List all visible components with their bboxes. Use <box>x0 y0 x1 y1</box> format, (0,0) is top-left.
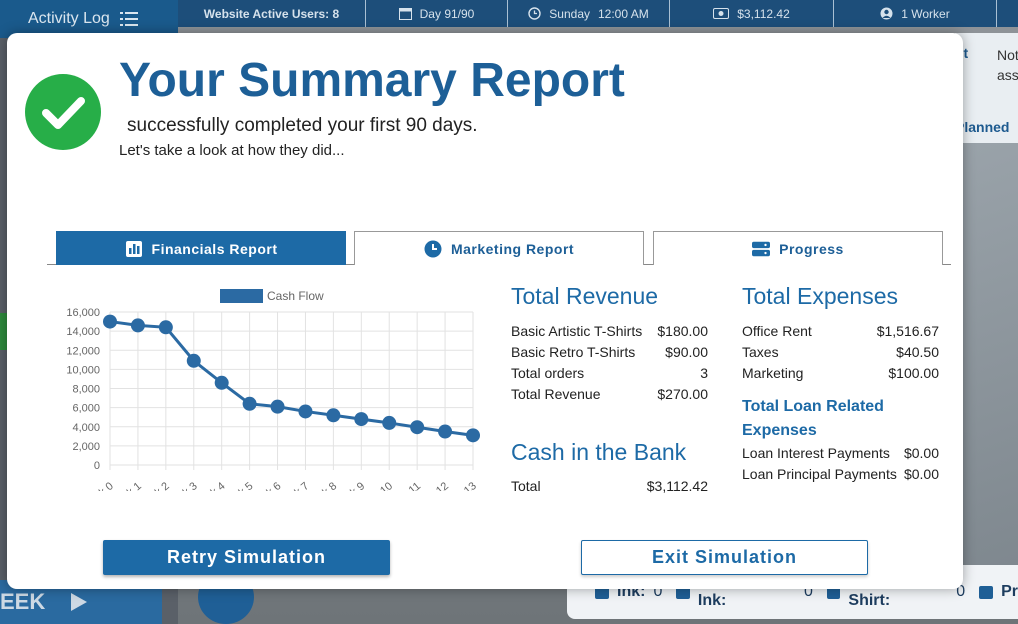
data-point <box>410 420 425 435</box>
calendar-icon <box>398 8 412 20</box>
revenue-row: Basic Artistic T-Shirts $180.00 <box>511 323 708 339</box>
cash-flow-chart: 0 2,000 4,000 6,000 8,000 10,000 12,000 14,000 1… <box>66 289 480 491</box>
data-point <box>298 404 313 419</box>
loan-row: Loan Principal Payments $0.00 <box>742 466 939 482</box>
tab-marketing-report[interactable]: Marketing Report <box>354 231 644 265</box>
y-tick-label: 16,000 <box>66 307 100 319</box>
workers-status: 1 Worker <box>834 0 997 27</box>
worker-icon <box>880 7 893 20</box>
cash-status: $3,112.42 <box>670 0 834 27</box>
bar-chart-icon <box>125 240 142 257</box>
clock-icon <box>528 7 541 20</box>
modal-title: Your Summary Report <box>119 54 625 107</box>
day-status: Day 91/90 <box>366 0 508 27</box>
x-tick-label: k 5 <box>237 480 256 491</box>
server-icon <box>752 241 771 256</box>
y-tick-label: 4,000 <box>72 422 100 434</box>
activity-log-label: Activity Log <box>28 10 110 27</box>
list-icon <box>119 12 138 26</box>
status-bar: Website Active Users: 8 Day 91/90 Sunday… <box>178 0 1018 27</box>
y-tick-label: 6,000 <box>72 403 100 415</box>
inventory-item: Pr <box>979 583 1018 601</box>
x-tick-label: k 13 <box>455 480 479 491</box>
total-expenses-heading: Total Expenses <box>742 283 898 309</box>
data-point <box>270 399 285 414</box>
data-point <box>130 318 145 333</box>
x-tick-label: k 1 <box>125 480 144 491</box>
x-tick-label: k 3 <box>181 480 200 491</box>
data-point <box>242 396 257 411</box>
cash-in-bank-heading: Cash in the Bank <box>511 439 687 465</box>
x-tick-label: k 0 <box>97 480 116 491</box>
modal-intro: Let's take a look at how they did... <box>119 142 345 159</box>
retry-simulation-button[interactable]: Retry Simulation <box>103 540 390 575</box>
loan-expenses-heading: Total Loan Related Expenses <box>742 398 884 439</box>
money-icon <box>713 8 730 19</box>
data-point <box>158 320 173 335</box>
website-users-status: Website Active Users: 8 <box>178 0 366 27</box>
y-tick-label: 14,000 <box>66 326 100 338</box>
tab-financials-report[interactable]: Financials Report <box>56 231 346 265</box>
y-tick-label: 10,000 <box>66 364 100 376</box>
revenue-row: Total Revenue $270.00 <box>511 386 708 402</box>
x-tick-label: k 4 <box>209 480 228 491</box>
x-tick-label: k 2 <box>153 480 172 491</box>
x-tick-label: k 9 <box>348 480 367 491</box>
y-tick-label: 8,000 <box>72 384 100 396</box>
expense-row: Taxes $40.50 <box>742 344 939 360</box>
tab-label: Marketing Report <box>450 240 575 257</box>
day-text: Day 91/90 <box>419 6 475 21</box>
week-label: EEK <box>0 589 46 614</box>
website-users-text: Website Active Users: 8 <box>203 6 340 21</box>
tasks-panel-text-b: Not ass <box>997 47 1018 83</box>
product-icon <box>979 585 994 599</box>
success-check-icon <box>25 74 101 150</box>
summary-report-modal: Your Summary Report successfully complet… <box>7 33 963 589</box>
x-tick-label: k 7 <box>292 480 311 491</box>
clock-icon <box>424 240 442 257</box>
data-point <box>438 424 453 439</box>
y-tick-label: 2,000 <box>72 441 100 453</box>
expense-row: Office Rent $1,516.67 <box>742 323 939 339</box>
cash-text: $3,112.42 <box>737 6 790 21</box>
time-status: Sunday 12:00 AM <box>508 0 670 27</box>
data-point <box>103 314 117 329</box>
loan-row: Loan Interest Payments $0.00 <box>742 445 939 461</box>
data-point <box>382 415 397 430</box>
data-point <box>354 412 369 427</box>
data-point <box>466 428 480 443</box>
tab-label: Financials Report <box>151 240 278 257</box>
x-tick-label: k 6 <box>265 480 284 491</box>
exit-simulation-button[interactable]: Exit Simulation <box>581 540 868 575</box>
legend-label: Cash Flow <box>267 289 324 303</box>
tasks-panel-text-c: s Planned <box>955 103 1010 135</box>
x-tick-label: k 8 <box>320 480 339 491</box>
legend-swatch <box>220 289 263 303</box>
play-icon <box>71 593 88 611</box>
workers-text: 1 Worker <box>901 6 950 21</box>
x-tick-label: k 12 <box>427 480 451 491</box>
tab-label: Progress <box>779 240 844 257</box>
x-tick-label: k 11 <box>400 480 423 491</box>
data-point <box>214 375 229 390</box>
data-point <box>186 353 201 368</box>
expense-row: Marketing $100.00 <box>742 365 939 381</box>
y-tick-label: 0 <box>94 460 100 472</box>
activity-log-button[interactable]: Activity Log <box>0 0 178 38</box>
data-point <box>326 408 341 423</box>
revenue-row: Total orders 3 <box>511 365 708 381</box>
revenue-row: Basic Retro T-Shirts $90.00 <box>511 344 708 360</box>
modal-subtitle: successfully completed your first 90 day… <box>127 115 478 136</box>
weekday-text: Sunday <box>549 6 590 21</box>
series-line <box>109 320 474 437</box>
total-revenue-heading: Total Revenue <box>511 283 659 309</box>
time-text: 12:00 AM <box>598 6 649 21</box>
tab-progress[interactable]: Progress <box>653 231 943 265</box>
x-tick-label: k 10 <box>372 480 396 491</box>
y-tick-label: 12,000 <box>66 345 100 357</box>
report-tabs: Financials Report Marketing Report Progr… <box>47 231 951 265</box>
bank-row: Total $3,112.42 <box>511 478 708 494</box>
